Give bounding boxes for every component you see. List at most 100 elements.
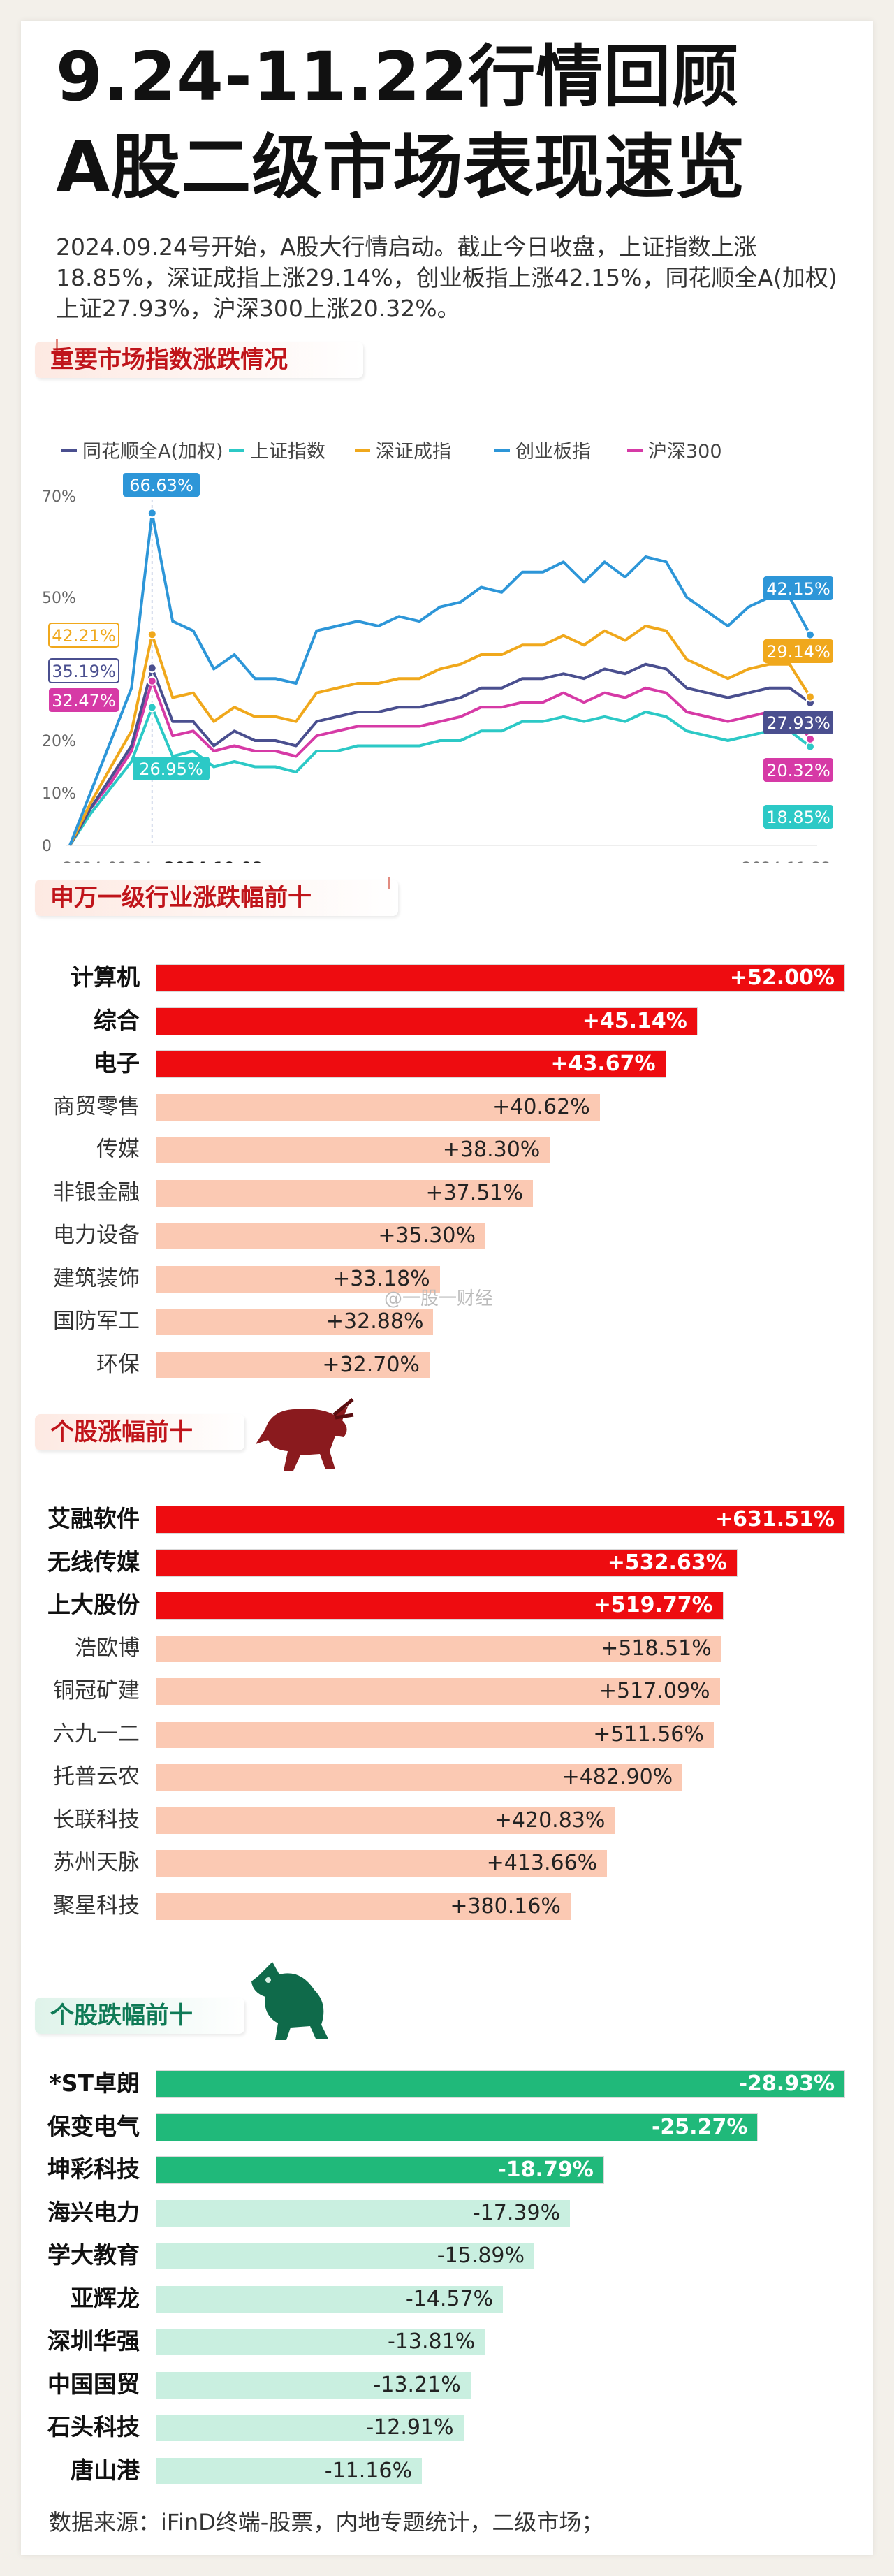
bar-row: 亚辉龙 -14.57%	[21, 2282, 873, 2315]
value-label: 35.19%	[48, 658, 119, 683]
bar	[156, 1850, 608, 1877]
legend-label: 深证成指	[376, 441, 451, 463]
bar	[156, 1807, 615, 1834]
bar-category-label: 苏州天脉	[53, 1850, 140, 1875]
bar	[156, 2071, 844, 2097]
bar-category-label: 计算机	[71, 963, 140, 991]
value-label: 42.15%	[763, 576, 833, 600]
bar-value-label: +33.18%	[332, 1266, 430, 1291]
y-tick-label: 20%	[42, 733, 76, 750]
bar-row: 环保 +32.70%	[21, 1348, 873, 1381]
series-line	[68, 625, 812, 846]
bar	[156, 965, 844, 991]
value-label: 18.85%	[763, 805, 833, 829]
bar-value-label: +511.56%	[593, 1722, 704, 1747]
bar-value-label: -13.81%	[387, 2329, 476, 2354]
bar	[156, 2113, 758, 2141]
bar-value-label: +32.70%	[322, 1352, 420, 1377]
bar-value-label: +35.30%	[378, 1223, 476, 1248]
bar-row: 上大股份 +519.77%	[21, 1588, 873, 1622]
value-label: 26.95%	[133, 757, 210, 780]
section-title-gainers: 个股涨幅前十	[50, 1418, 193, 1446]
bar-value-label: +380.16%	[450, 1893, 561, 1919]
value-label: 20.32%	[763, 758, 833, 782]
section-title-losers: 个股跌幅前十	[50, 2002, 193, 2030]
bar	[156, 2157, 603, 2183]
x-tick-label: 2024-11-22	[742, 860, 831, 863]
bar	[156, 2243, 535, 2269]
bar-row: 坤彩科技 -18.79%	[21, 2153, 873, 2186]
bar-row: 石头科技 -12.91%	[21, 2410, 873, 2444]
section-title-index: 重要市场指数涨跌情况	[50, 346, 288, 374]
legend-label: 上证指数	[250, 441, 325, 463]
bar-category-label: 托普云农	[53, 1764, 140, 1789]
end-point	[805, 630, 815, 640]
bar-category-label: 亚辉龙	[71, 2284, 140, 2312]
legend-item: 深证成指	[355, 441, 451, 463]
bar-value-label: +420.83%	[494, 1807, 606, 1833]
value-label-text: 42.21%	[52, 626, 116, 646]
series-line	[68, 511, 812, 846]
value-label-text: 18.85%	[766, 808, 830, 827]
bar	[156, 1051, 666, 1077]
bear-icon	[251, 1962, 328, 2040]
bar-row: 学大教育 -15.89%	[21, 2239, 873, 2272]
bar-row: 保变电气 -25.27%	[21, 2110, 873, 2144]
value-label-text: 27.93%	[766, 713, 830, 733]
bar	[156, 1007, 697, 1035]
x-tick-label: 2024-10-08	[164, 860, 263, 863]
bar-row: 电力设备 +35.30%	[21, 1218, 873, 1252]
bar	[156, 1678, 720, 1705]
bar	[156, 1721, 714, 1748]
bar-row: 铜冠矿建 +517.09%	[21, 1674, 873, 1708]
series-line	[68, 679, 812, 846]
bar-row: *ST卓朗 -28.93%	[21, 2067, 873, 2100]
bar-category-label: 上大股份	[47, 1591, 140, 1618]
bar-row: 商贸零售 +40.62%	[21, 1090, 873, 1123]
bar-value-label: +532.63%	[607, 1550, 727, 1575]
bar-row: 六九一二 +511.56%	[21, 1717, 873, 1751]
bar-category-label: 国防军工	[53, 1309, 140, 1334]
bar	[156, 1265, 440, 1293]
intro-paragraph: 2024.09.24号开始，A股大行情启动。截止今日收盘，上证指数上涨18.85…	[56, 233, 837, 322]
bar-category-label: 非银金融	[53, 1179, 140, 1205]
peak-point	[147, 702, 157, 713]
bar-value-label: +413.66%	[486, 1851, 598, 1875]
bar-row: 建筑装饰 +33.18%	[21, 1262, 873, 1295]
value-label-text: 42.15%	[766, 579, 830, 599]
value-label-text: 35.19%	[52, 662, 116, 681]
bar-category-label: 六九一二	[53, 1721, 140, 1747]
bar-value-label: +482.90%	[562, 1765, 673, 1789]
legend-label: 沪深300	[648, 441, 722, 463]
value-label: 42.21%	[48, 623, 119, 648]
bar	[156, 1137, 550, 1163]
bar-category-label: 石头科技	[47, 2413, 140, 2440]
bar-category-label: 传媒	[96, 1137, 140, 1162]
bar-value-label: +517.09%	[599, 1679, 710, 1703]
data-source-footer: 数据来源：iFinD终端-股票，内地专题统计，二级市场；	[49, 2509, 604, 2535]
bar-value-label: +32.88%	[325, 1309, 424, 1334]
bar-category-label: 保变电气	[47, 2112, 140, 2140]
value-label-text: 66.63%	[129, 476, 193, 495]
y-tick-label: 0	[42, 838, 52, 855]
bar-value-label: +38.30%	[442, 1137, 541, 1162]
bar-category-label: 铜冠矿建	[53, 1678, 140, 1703]
series-line	[68, 662, 812, 846]
bar	[156, 1592, 723, 1619]
legend-label: 同花顺全A(加权)	[82, 441, 224, 463]
bar-row: 长联科技 +420.83%	[21, 1803, 873, 1837]
bar-category-label: 长联科技	[53, 1807, 140, 1833]
legend-item: 创业板指	[494, 441, 591, 463]
bar-category-label: 建筑装饰	[53, 1265, 140, 1291]
bar	[156, 2457, 422, 2484]
bar-category-label: 浩欧博	[75, 1635, 140, 1661]
bar	[156, 2329, 485, 2355]
bar-value-label: +37.51%	[425, 1180, 523, 1205]
value-label-text: 20.32%	[766, 761, 830, 780]
bar-row: 计算机 +52.00%	[21, 961, 873, 994]
bar-row: 无线传媒 +532.63%	[21, 1545, 873, 1579]
value-label: 29.14%	[763, 639, 833, 663]
bar	[156, 1764, 683, 1791]
bar	[156, 1309, 434, 1335]
bar-row: 国防军工 +32.88%	[21, 1304, 873, 1338]
